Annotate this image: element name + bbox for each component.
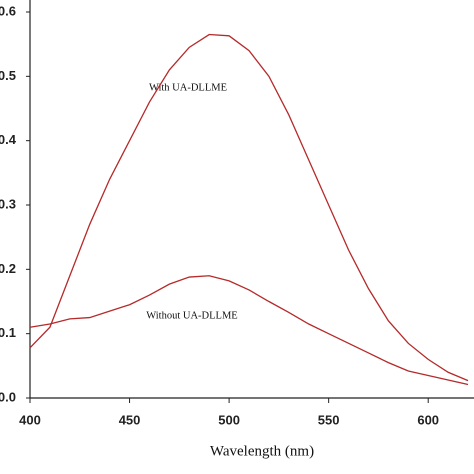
y-tick-label: 0.5	[0, 68, 16, 83]
annotation: Without UA-DLLME	[146, 310, 237, 321]
y-tick-label: 0.2	[0, 261, 16, 276]
line-series	[29, 275, 469, 386]
x-tick-label: 450	[119, 412, 141, 427]
y-tick-label: 0.4	[0, 132, 17, 147]
x-tick-label: 550	[318, 412, 340, 427]
x-tick-label: 600	[417, 412, 439, 427]
y-tick-label: 0.3	[0, 196, 16, 211]
y-tick-label: 0.0	[0, 389, 16, 404]
line-series	[29, 33, 469, 382]
y-tick-label: 0.6	[0, 3, 16, 18]
x-axis-title: Wavelength (nm)	[210, 443, 314, 459]
x-tick-label: 400	[19, 412, 41, 427]
x-tick-label: 500	[218, 412, 240, 427]
y-tick-label: 0.1	[0, 325, 16, 340]
annotation: With UA-DLLME	[149, 82, 227, 93]
